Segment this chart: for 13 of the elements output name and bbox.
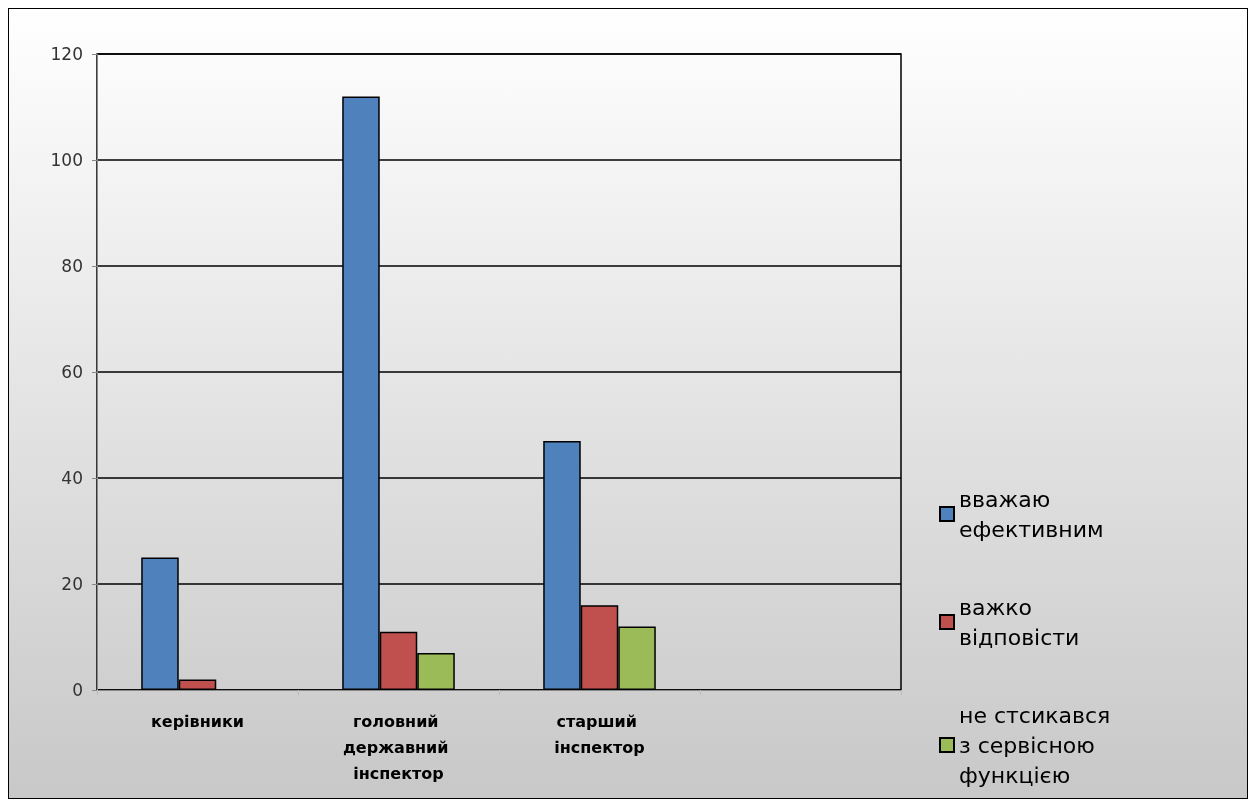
legend-label: важко відповісти xyxy=(959,594,1080,650)
y-tick-label: 120 xyxy=(50,44,83,64)
y-tick-label: 0 xyxy=(72,680,83,700)
legend-label: вважаю ефективним xyxy=(959,486,1104,542)
x-tick-label: головний державний інспектор xyxy=(342,711,455,783)
y-tick-label: 100 xyxy=(50,150,83,170)
y-tick-label: 80 xyxy=(61,256,83,276)
y-tick-label: 40 xyxy=(61,468,83,488)
y-tick-label: 60 xyxy=(61,362,83,382)
x-tick-label: старший інспектор xyxy=(554,711,645,757)
legend-label: не стсикався з сервісною функцією xyxy=(959,702,1118,788)
y-tick-label: 20 xyxy=(61,574,83,594)
x-tick-label: керівники xyxy=(150,711,245,731)
